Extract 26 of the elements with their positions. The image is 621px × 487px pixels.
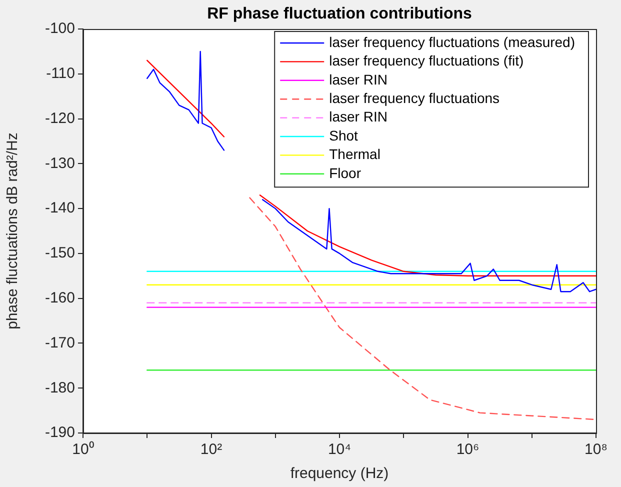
x-tick-label: 10⁰ [72, 441, 94, 458]
legend-label: laser RIN [329, 71, 388, 88]
x-tick-label: 10⁸ [584, 441, 608, 458]
y-tick-label: -140 [44, 200, 75, 217]
legend-label: laser frequency fluctuations [329, 90, 500, 106]
legend-label: laser frequency fluctuations (measured) [329, 34, 576, 50]
x-axis-title: frequency (Hz) [290, 465, 389, 482]
y-tick-label: -110 [46, 65, 75, 82]
chart-title: RF phase fluctuation contributions [207, 5, 472, 22]
legend-label: Floor [329, 164, 362, 181]
x-tick-label: 10⁴ [328, 441, 352, 458]
y-tick-label: -100 [44, 20, 75, 38]
x-tick-label: 10⁶ [456, 441, 480, 458]
y-tick-label: -160 [44, 289, 75, 306]
y-axis-title: phase fluctuations dB rad²/Hz [4, 132, 22, 330]
y-tick-label: -190 [44, 424, 75, 442]
legend-label: Shot [329, 127, 358, 144]
legend-label: laser RIN [329, 108, 388, 125]
legend-label: laser frequency fluctuations (fit) [329, 52, 524, 69]
y-tick-label: -170 [44, 334, 75, 352]
x-tick-label: 10² [200, 441, 222, 458]
y-tick-label: -130 [44, 154, 75, 172]
y-tick-label: -120 [44, 110, 75, 127]
y-tick-label: -180 [44, 379, 75, 396]
y-tick-label: -150 [44, 244, 75, 262]
legend-label: Thermal [329, 146, 380, 162]
